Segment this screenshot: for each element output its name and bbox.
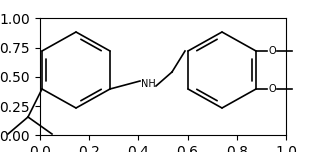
Text: NH: NH xyxy=(141,79,156,89)
Text: O: O xyxy=(268,46,276,56)
Text: O: O xyxy=(268,84,276,94)
